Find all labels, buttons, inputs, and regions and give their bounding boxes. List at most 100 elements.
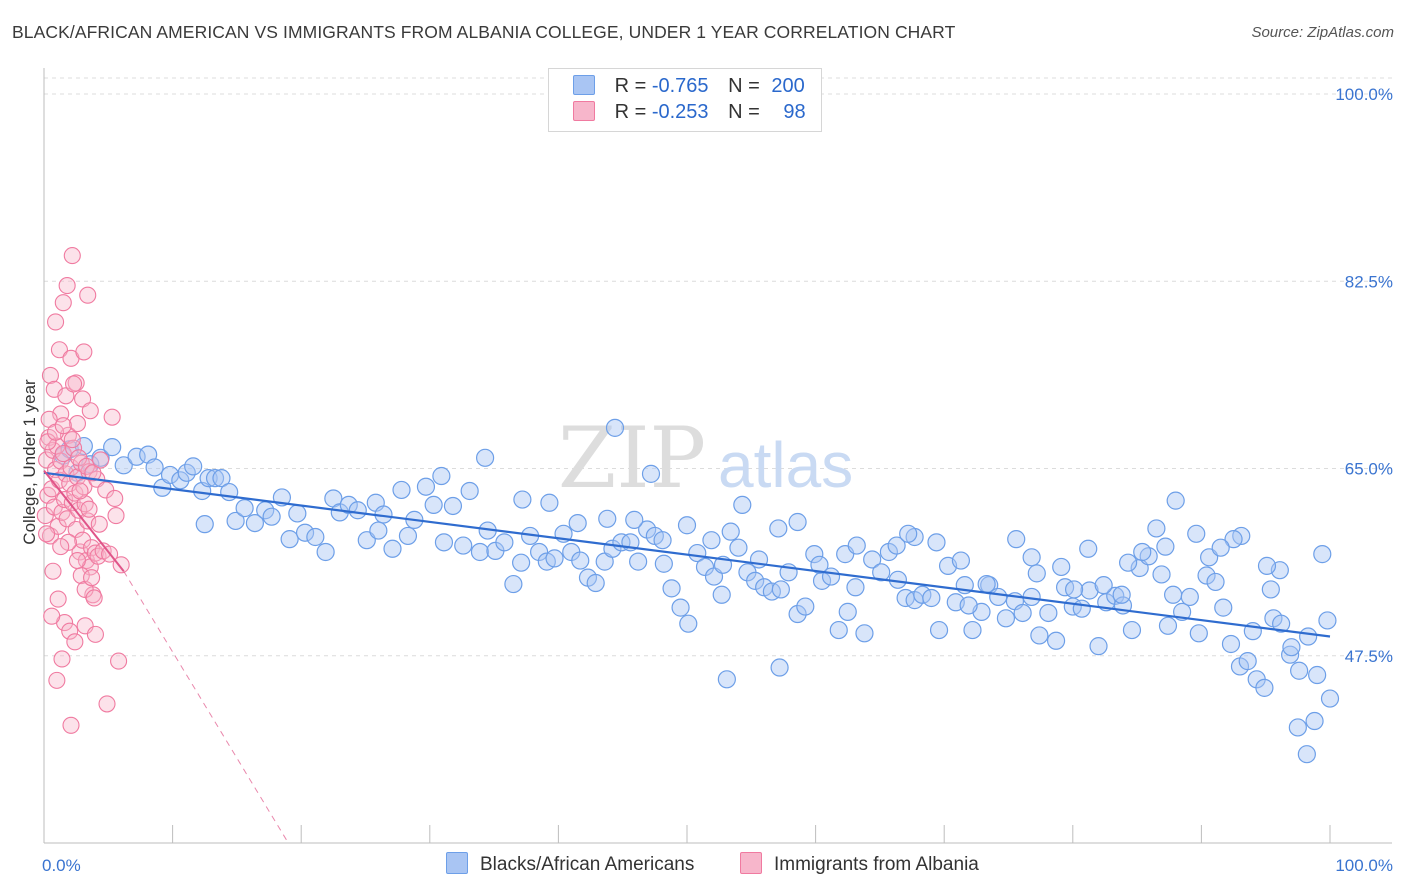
- data-point-blacks: [513, 490, 532, 509]
- data-point-blacks: [1224, 530, 1243, 549]
- data-point-blacks: [348, 501, 367, 520]
- data-point-blacks: [392, 480, 411, 500]
- data-point-blacks: [1046, 631, 1066, 650]
- data-point-blacks: [145, 458, 164, 477]
- data-point-blacks: [1118, 553, 1138, 572]
- data-point-albania: [58, 277, 76, 295]
- y-tick-label: 100.0%: [1335, 85, 1393, 104]
- axes: [43, 68, 1392, 844]
- data-point-blacks: [1318, 611, 1337, 630]
- data-point-blacks: [571, 551, 590, 570]
- legend-item-albania[interactable]: Immigrants from Albania: [740, 852, 979, 876]
- n-label: N =: [728, 101, 760, 123]
- y-tick-label: 47.5%: [1345, 647, 1393, 666]
- data-point-blacks: [114, 456, 133, 475]
- data-point-blacks: [963, 620, 982, 640]
- data-point-albania: [103, 408, 121, 426]
- data-point-blacks: [1197, 566, 1216, 585]
- data-point-blacks: [729, 538, 748, 557]
- data-point-blacks: [746, 571, 765, 590]
- blue-swatch-icon: [446, 852, 468, 874]
- legend-label-albania: Immigrants from Albania: [774, 854, 979, 875]
- data-point-blacks: [540, 493, 559, 512]
- data-point-albania: [61, 622, 79, 640]
- data-point-albania: [38, 525, 56, 543]
- data-point-blacks: [1064, 580, 1084, 599]
- series-blacks-points: [54, 418, 1340, 764]
- pink-swatch-icon: [740, 852, 762, 874]
- data-point-blacks: [1089, 637, 1108, 656]
- data-point-blacks: [1257, 556, 1277, 575]
- data-point-blacks: [127, 447, 146, 466]
- data-point-blacks: [1299, 627, 1318, 646]
- data-point-blacks: [545, 549, 564, 568]
- n-label: N =: [728, 75, 760, 97]
- blue-swatch-icon: [573, 75, 595, 95]
- data-point-blacks: [1164, 585, 1183, 604]
- data-point-blacks: [1147, 519, 1166, 538]
- data-point-blacks: [769, 519, 788, 538]
- data-point-blacks: [1282, 638, 1301, 657]
- data-point-albania: [54, 417, 72, 435]
- data-point-blacks: [369, 521, 388, 540]
- data-point-albania: [110, 652, 128, 670]
- data-point-albania: [65, 375, 83, 393]
- data-point-blacks: [1272, 614, 1291, 633]
- data-point-blacks: [1133, 542, 1152, 562]
- data-point-blacks: [416, 477, 436, 496]
- data-point-blacks: [996, 609, 1016, 628]
- data-point-blacks: [863, 550, 882, 569]
- data-point-albania: [50, 341, 68, 359]
- data-point-albania: [41, 366, 59, 384]
- data-point-blacks: [1281, 645, 1300, 664]
- data-point-blacks: [1189, 624, 1208, 643]
- data-point-blacks: [671, 598, 690, 617]
- data-point-blacks: [771, 580, 790, 599]
- correlation-stats-box: R = -0.765 N = 200 R = -0.253 N = 98: [548, 68, 822, 132]
- data-point-blacks: [443, 496, 463, 516]
- data-point-blacks: [512, 553, 531, 572]
- n-value-blue: 200: [771, 75, 805, 97]
- data-point-albania: [68, 551, 86, 570]
- data-point-blacks: [679, 614, 698, 633]
- data-point-blacks: [641, 464, 661, 483]
- data-point-blacks: [316, 542, 335, 562]
- data-point-blacks: [788, 512, 807, 532]
- y-axis-label: College, Under 1 year: [20, 379, 39, 545]
- data-point-blacks: [1238, 652, 1257, 671]
- data-point-blacks: [1158, 616, 1178, 635]
- data-point-blacks: [245, 513, 265, 533]
- data-point-blacks: [1030, 626, 1049, 645]
- data-point-blacks: [1214, 598, 1233, 617]
- data-point-albania: [81, 402, 99, 420]
- legend-item-blacks[interactable]: Blacks/African Americans: [446, 852, 694, 876]
- data-point-blacks: [1039, 603, 1058, 623]
- data-point-blacks: [424, 495, 443, 515]
- stat-row-blue: R = -0.765 N = 200: [573, 75, 805, 101]
- data-point-blacks: [475, 448, 495, 467]
- data-point-blacks: [470, 542, 490, 562]
- data-point-blacks: [805, 545, 824, 564]
- data-point-blacks: [1079, 539, 1098, 558]
- data-point-blacks: [434, 533, 454, 552]
- data-point-blacks: [625, 510, 644, 529]
- data-point-blacks: [1072, 599, 1091, 618]
- data-point-blacks: [568, 513, 587, 533]
- y-tick-label: 65.0%: [1345, 460, 1393, 479]
- trend-line-blacks: [43, 471, 1331, 638]
- data-point-blacks: [733, 495, 752, 515]
- data-point-blacks: [1290, 661, 1309, 680]
- r-label: R =: [614, 75, 647, 97]
- chart-title: BLACK/AFRICAN AMERICAN VS IMMIGRANTS FRO…: [12, 22, 956, 42]
- x-tick-label: 100.0%: [1335, 856, 1393, 875]
- data-point-albania: [71, 482, 89, 500]
- data-point-blacks: [383, 539, 402, 558]
- x-tick-label: 0.0%: [42, 856, 81, 875]
- data-point-blacks: [662, 579, 681, 598]
- data-point-albania: [97, 481, 115, 499]
- data-point-blacks: [654, 554, 673, 573]
- data-point-albania: [79, 286, 97, 304]
- data-point-blacks: [1080, 581, 1099, 600]
- data-point-albania: [44, 562, 62, 580]
